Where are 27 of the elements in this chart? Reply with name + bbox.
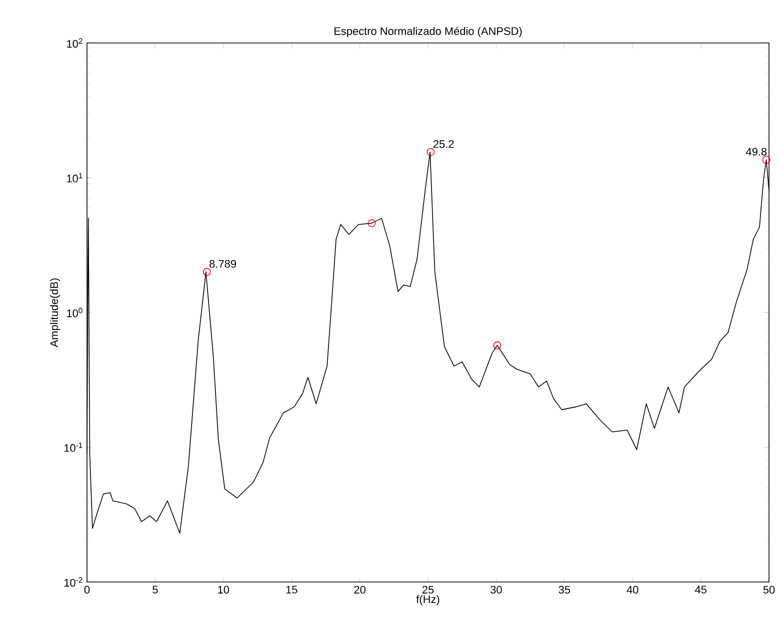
x-axis-title: f(Hz) [416, 595, 440, 606]
chart-title: Espectro Normalizado Médio (ANPSD) [334, 26, 522, 38]
annotation: 49.8 [746, 148, 767, 156]
x-tick-label: 25 [422, 586, 434, 594]
x-tick-label: 35 [558, 586, 570, 594]
y-tick-label: 10$^{-2}$ [64, 577, 82, 587]
annotation: 25.2 [433, 140, 454, 148]
annotation: 8.789 [210, 260, 236, 268]
point [368, 219, 376, 228]
x-tick-label: 0 [84, 586, 90, 594]
x-tick-label: 45 [694, 586, 706, 594]
x-tick-label: 20 [354, 586, 366, 594]
point [426, 148, 435, 156]
point [202, 268, 211, 276]
x-tick-label: 40 [626, 586, 638, 594]
x-tick-label: 50 [763, 586, 775, 594]
point [493, 341, 502, 350]
x-tick-label: 10 [218, 586, 230, 594]
y-tick-label: 10$^{2}$ [67, 38, 82, 48]
x-tick-label: 15 [286, 586, 298, 594]
y-axis-title: Amplitude(dB) [50, 278, 60, 348]
x-tick-label: 5 [152, 586, 158, 594]
y-tick-label: 10$^{1}$ [67, 173, 82, 182]
x-tick-label: 30 [490, 586, 502, 594]
y-tick-label: 10$^{-1}$ [64, 442, 82, 452]
y-tick-label: 10$^{0}$ [67, 308, 82, 318]
point [762, 156, 770, 164]
